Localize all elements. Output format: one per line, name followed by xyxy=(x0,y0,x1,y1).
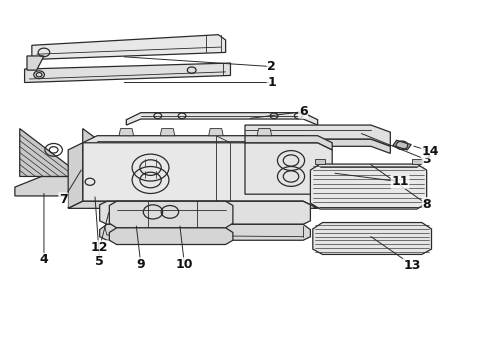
Polygon shape xyxy=(109,228,233,244)
Polygon shape xyxy=(27,56,44,70)
Text: 9: 9 xyxy=(137,258,145,271)
Text: 8: 8 xyxy=(422,198,431,211)
Polygon shape xyxy=(83,129,97,182)
Polygon shape xyxy=(315,159,325,164)
Text: 7: 7 xyxy=(59,193,68,206)
Polygon shape xyxy=(310,164,427,209)
Polygon shape xyxy=(245,143,332,201)
Polygon shape xyxy=(160,129,175,136)
Polygon shape xyxy=(99,224,310,240)
Text: 11: 11 xyxy=(392,175,409,188)
Polygon shape xyxy=(109,201,233,228)
Text: 10: 10 xyxy=(176,258,193,271)
Polygon shape xyxy=(20,129,83,176)
Text: 4: 4 xyxy=(40,253,49,266)
Polygon shape xyxy=(412,159,422,164)
Polygon shape xyxy=(245,125,391,146)
Polygon shape xyxy=(209,129,223,136)
Polygon shape xyxy=(15,176,107,196)
Polygon shape xyxy=(99,201,310,224)
Polygon shape xyxy=(68,143,83,208)
Polygon shape xyxy=(90,176,109,199)
Polygon shape xyxy=(313,222,432,255)
Text: 14: 14 xyxy=(421,145,439,158)
Text: 3: 3 xyxy=(422,153,431,166)
Polygon shape xyxy=(393,140,411,150)
Text: 2: 2 xyxy=(267,60,276,73)
Text: 13: 13 xyxy=(403,258,421,271)
Polygon shape xyxy=(119,129,134,136)
Polygon shape xyxy=(68,201,318,208)
Polygon shape xyxy=(257,129,271,136)
Text: 6: 6 xyxy=(299,105,307,118)
Polygon shape xyxy=(83,143,318,208)
Polygon shape xyxy=(32,35,225,59)
Polygon shape xyxy=(245,136,332,150)
Text: 1: 1 xyxy=(267,76,276,89)
Text: 12: 12 xyxy=(91,241,108,254)
Polygon shape xyxy=(83,136,318,153)
Polygon shape xyxy=(24,63,230,82)
Polygon shape xyxy=(301,139,391,153)
Polygon shape xyxy=(126,113,318,125)
Text: 5: 5 xyxy=(95,255,104,268)
